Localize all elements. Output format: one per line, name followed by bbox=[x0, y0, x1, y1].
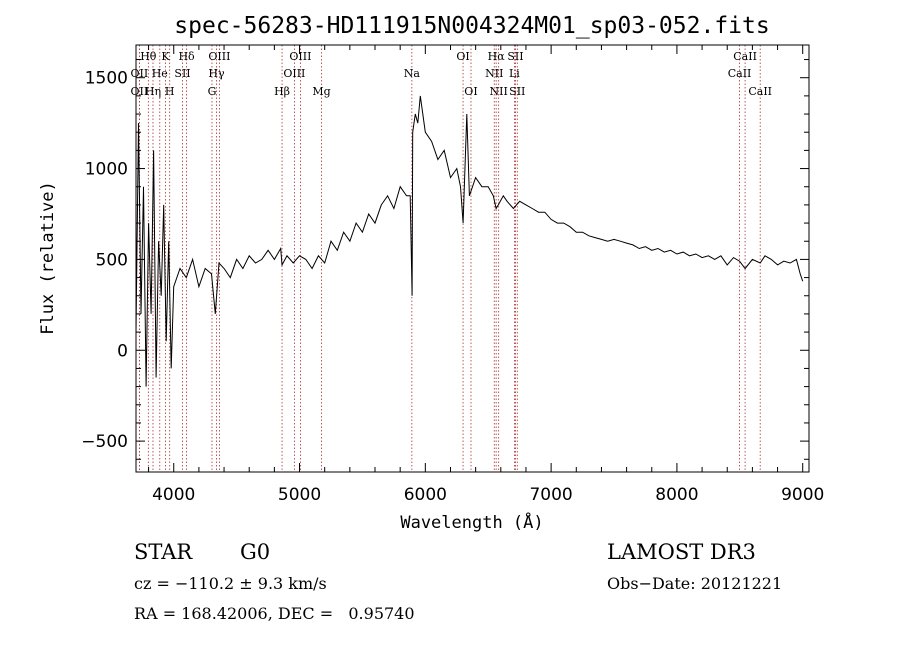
line-label: Hθ bbox=[140, 50, 157, 63]
line-label: Mg bbox=[312, 85, 330, 98]
y-tick-label: 0 bbox=[117, 341, 128, 361]
y-tick-label: 1500 bbox=[85, 69, 128, 89]
redshift-velocity: cz = −110.2 ± 9.3 km/s bbox=[134, 574, 327, 593]
line-label: NII bbox=[485, 67, 503, 80]
spectrum-line bbox=[135, 95, 804, 387]
line-label: OI bbox=[464, 85, 477, 98]
line-label: OI bbox=[456, 50, 469, 63]
x-tick-label: 8000 bbox=[655, 485, 698, 505]
line-label: OII bbox=[131, 85, 149, 98]
x-tick-label: 7000 bbox=[529, 485, 572, 505]
emission-line-markers bbox=[138, 45, 761, 472]
line-label: SII bbox=[509, 85, 525, 98]
coordinates: RA = 168.42006, DEC = 0.95740 bbox=[134, 604, 415, 623]
line-label: CaII bbox=[733, 50, 757, 63]
x-axis-label: Wavelength (Å) bbox=[400, 511, 543, 533]
line-label: Li bbox=[509, 67, 520, 80]
y-axis-label: Flux (relative) bbox=[38, 181, 58, 335]
line-label: OII bbox=[131, 67, 149, 80]
y-tick-label: 1000 bbox=[85, 160, 128, 180]
x-tick-label: 5000 bbox=[278, 485, 321, 505]
line-label: Hη bbox=[145, 85, 161, 98]
subclass: G0 bbox=[240, 540, 271, 564]
x-tick-label: 4000 bbox=[152, 485, 195, 505]
x-tick-label: 6000 bbox=[404, 485, 447, 505]
y-tick-label: 500 bbox=[96, 250, 128, 270]
line-label: CaII bbox=[748, 85, 772, 98]
line-label: Hβ bbox=[274, 85, 290, 98]
line-label: G bbox=[208, 85, 217, 98]
line-label: K bbox=[161, 50, 170, 63]
line-label: Hα bbox=[488, 50, 506, 63]
object-class: STAR bbox=[134, 540, 193, 564]
plot-frame bbox=[135, 44, 810, 473]
line-label: CaII bbox=[728, 67, 752, 80]
line-label: H bbox=[165, 85, 175, 98]
line-label: Hδ bbox=[178, 50, 195, 63]
line-label: SII bbox=[507, 50, 523, 63]
x-tick-label: 9000 bbox=[781, 485, 824, 505]
line-label: He bbox=[152, 67, 168, 80]
line-label: SII bbox=[174, 67, 190, 80]
line-label: OIII bbox=[283, 67, 305, 80]
line-label: Hγ bbox=[208, 67, 225, 80]
line-label: NII bbox=[490, 85, 508, 98]
line-label: Na bbox=[404, 67, 421, 80]
line-label: OIII bbox=[289, 50, 311, 63]
x-axis: 4000 5000 6000 7000 8000 9000 bbox=[148, 45, 824, 505]
y-axis: −500 0 500 1000 1500 bbox=[81, 59, 809, 460]
survey-name: LAMOST DR3 bbox=[607, 540, 756, 564]
line-label: OIII bbox=[208, 50, 230, 63]
y-tick-label: −500 bbox=[81, 432, 128, 452]
observation-date: Obs−Date: 20121221 bbox=[607, 574, 783, 593]
chart-title: spec-56283-HD111915N004324M01_sp03-052.f… bbox=[174, 13, 769, 39]
